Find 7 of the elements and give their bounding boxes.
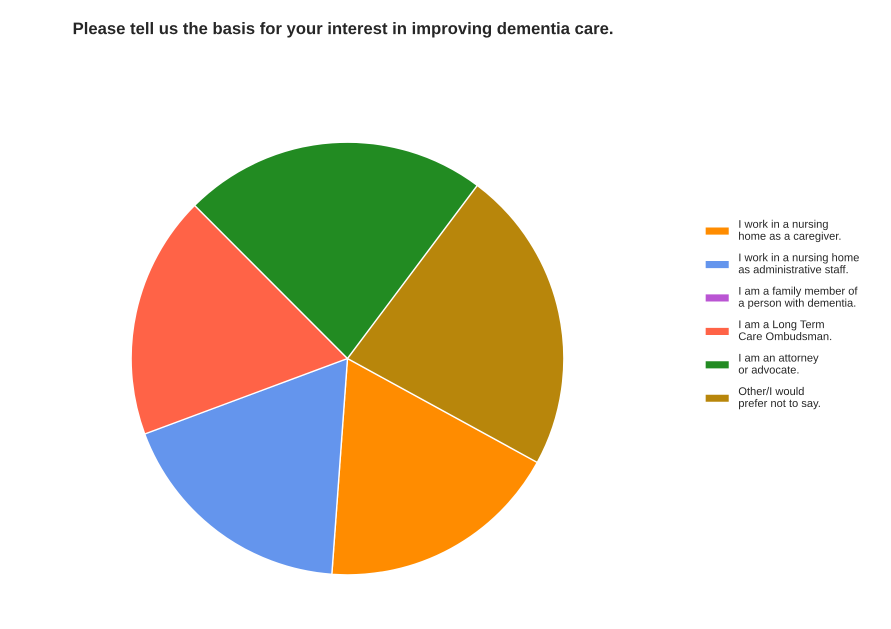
legend-label: I work in a nursing home as administrative staff. <box>738 253 859 274</box>
legend-label: I am a Long Term Care Ombudsman. <box>738 320 832 340</box>
legend-label: I am a family member of a person with dementia. <box>738 286 858 309</box>
legend-label: I work in a nursing home as a caregiver. <box>739 220 840 242</box>
legend-label: Other/I would prefer not to say. <box>738 386 820 410</box>
legend-label: I am an attorney or advocate. <box>738 354 819 374</box>
chart-title: Please tell us the basis for your interest in improving dementia care. <box>74 22 612 38</box>
